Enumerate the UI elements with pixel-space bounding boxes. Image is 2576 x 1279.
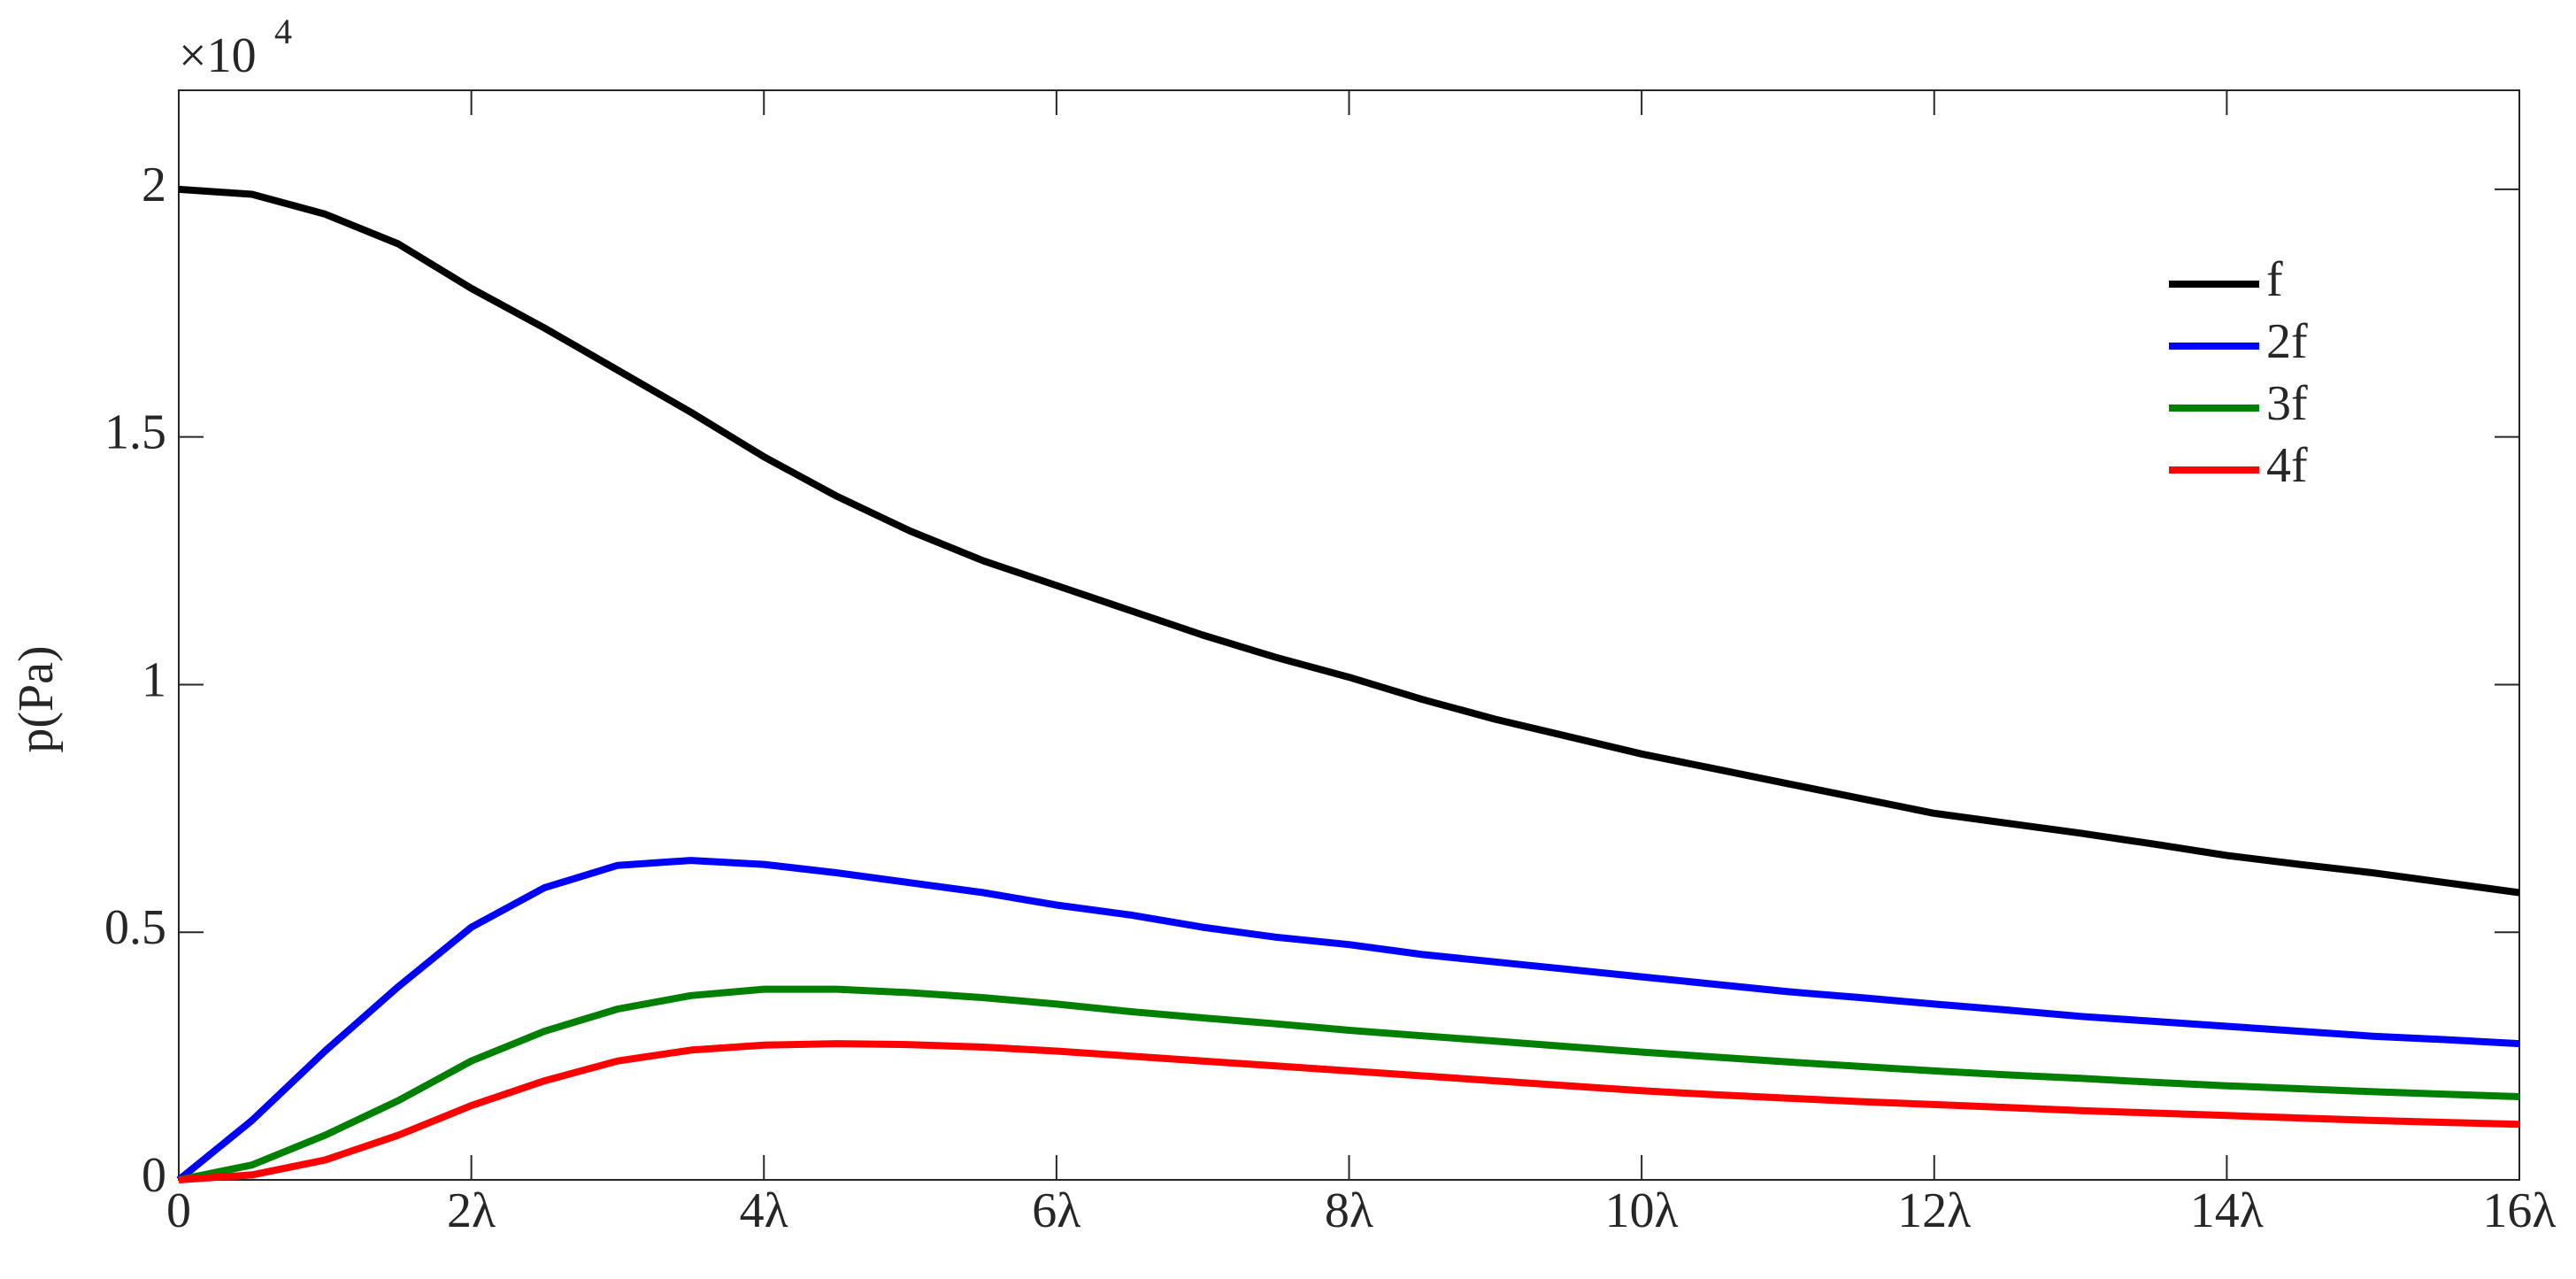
y-scale-exponent: 4 xyxy=(274,12,292,51)
x-tick-label: 4λ xyxy=(740,1183,788,1238)
series-line xyxy=(178,985,2520,1183)
legend-label: 4f xyxy=(2266,438,2308,493)
x-tick-label: 6λ xyxy=(1032,1183,1080,1238)
series-line xyxy=(176,857,2520,1183)
y-tick-label: 0.5 xyxy=(104,900,166,955)
x-tick-label: 0 xyxy=(166,1183,191,1238)
y-tick-label: 1 xyxy=(142,652,166,707)
y-tick-label: 0 xyxy=(142,1148,166,1203)
legend-label: 2f xyxy=(2266,314,2308,369)
x-tick-label: 8λ xyxy=(1325,1183,1373,1238)
x-tick-label: 2λ xyxy=(447,1183,496,1238)
plot-frame xyxy=(178,89,2520,1181)
x-tick-label: 10λ xyxy=(1605,1183,1679,1238)
series-line xyxy=(178,185,2520,897)
y-tick-label: 1.5 xyxy=(104,405,166,460)
series-line xyxy=(178,1040,2520,1183)
x-tick-label: 14λ xyxy=(2190,1183,2264,1238)
legend-label: 3f xyxy=(2266,376,2308,431)
x-tick-label: 16λ xyxy=(2482,1183,2556,1238)
x-tick-label: 12λ xyxy=(1897,1183,1971,1238)
y-scale-base: ×10 xyxy=(179,28,257,83)
y-tick-label: 2 xyxy=(142,158,166,212)
legend-label: f xyxy=(2266,252,2283,307)
y-axis-label: p(Pa) xyxy=(9,645,64,752)
